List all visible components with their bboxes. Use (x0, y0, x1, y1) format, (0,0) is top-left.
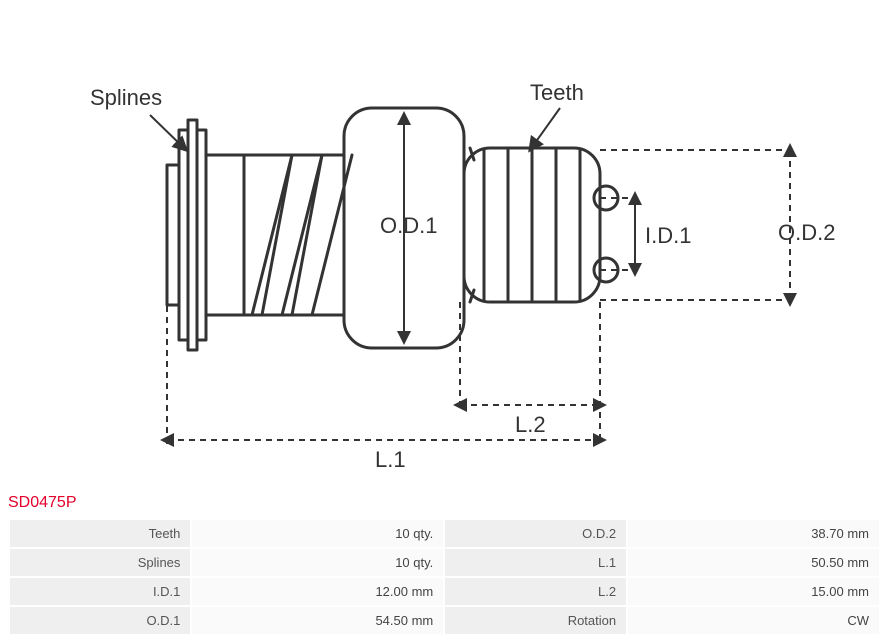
spec-label: L.2 (445, 578, 626, 605)
table-row: O.D.1 54.50 mm Rotation CW (10, 607, 879, 634)
diagram-svg: O.D.1 I.D.1 O.D.2 L.2 L.1 Splines (0, 0, 889, 490)
part-number: SD0475P (0, 490, 889, 518)
spec-label: O.D.1 (10, 607, 190, 634)
label-od2: O.D.2 (778, 220, 835, 245)
spec-label: Rotation (445, 607, 626, 634)
spec-value: 50.50 mm (628, 549, 879, 576)
spec-label: Teeth (10, 520, 190, 547)
label-teeth: Teeth (530, 80, 584, 105)
spec-label: O.D.2 (445, 520, 626, 547)
spec-value: 12.00 mm (192, 578, 443, 605)
spec-value: 15.00 mm (628, 578, 879, 605)
label-l2: L.2 (515, 412, 546, 437)
spec-value: 10 qty. (192, 520, 443, 547)
spec-value: 38.70 mm (628, 520, 879, 547)
spec-value: CW (628, 607, 879, 634)
label-l1: L.1 (375, 447, 406, 472)
label-splines: Splines (90, 85, 162, 110)
table-row: Splines 10 qty. L.1 50.50 mm (10, 549, 879, 576)
table-row: Teeth 10 qty. O.D.2 38.70 mm (10, 520, 879, 547)
technical-diagram: O.D.1 I.D.1 O.D.2 L.2 L.1 Splines (0, 0, 889, 490)
spec-label: Splines (10, 549, 190, 576)
table-row: I.D.1 12.00 mm L.2 15.00 mm (10, 578, 879, 605)
label-id1: I.D.1 (645, 223, 691, 248)
label-od1: O.D.1 (380, 213, 437, 238)
spec-label: I.D.1 (10, 578, 190, 605)
spec-label: L.1 (445, 549, 626, 576)
spec-table: Teeth 10 qty. O.D.2 38.70 mm Splines 10 … (8, 518, 881, 636)
spec-value: 54.50 mm (192, 607, 443, 634)
spec-value: 10 qty. (192, 549, 443, 576)
